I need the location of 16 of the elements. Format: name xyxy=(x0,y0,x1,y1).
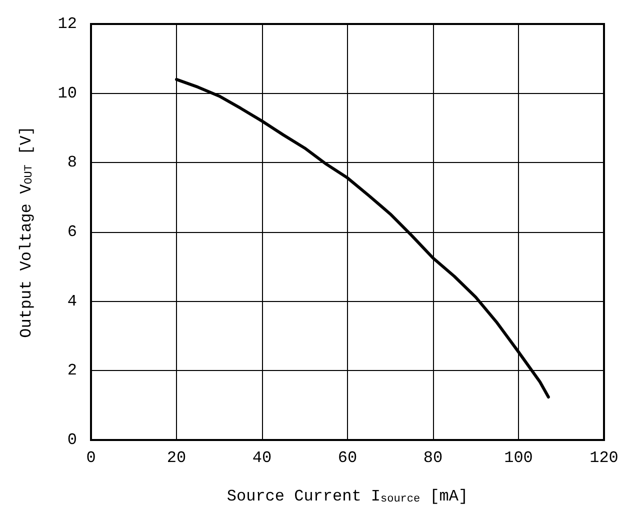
x-axis-title: Source Current Isource [mA] xyxy=(226,488,468,506)
x-tick-label: 80 xyxy=(423,449,443,467)
y-tick-label: 4 xyxy=(67,292,77,310)
x-tick-label: 0 xyxy=(86,449,96,467)
x-tick-label: 60 xyxy=(338,449,358,467)
y-tick-label: 8 xyxy=(67,154,77,172)
y-tick-label: 12 xyxy=(58,15,77,33)
x-tick-label: 20 xyxy=(166,449,186,467)
y-tick-label: 10 xyxy=(58,84,77,102)
x-tick-label: 120 xyxy=(590,449,618,467)
x-tick-label: 40 xyxy=(252,449,272,467)
y-tick-label: 2 xyxy=(67,362,77,380)
y-tick-label: 6 xyxy=(67,223,77,241)
y-axis-title: Output Voltage VOUT [V] xyxy=(18,126,36,338)
y-tick-label: 0 xyxy=(67,431,77,449)
x-tick-label: 100 xyxy=(504,449,533,467)
